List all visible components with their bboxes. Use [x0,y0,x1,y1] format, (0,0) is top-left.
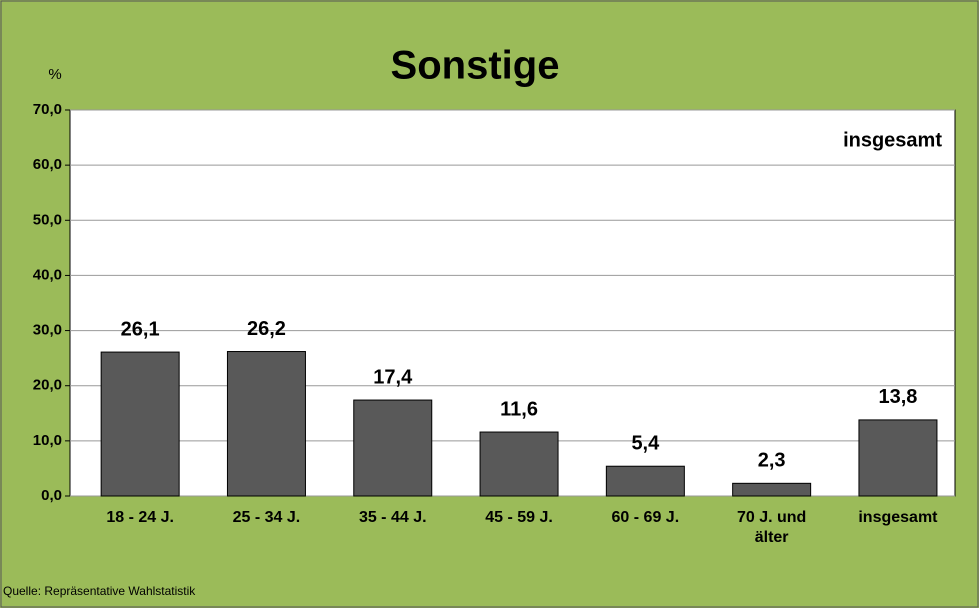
value-label: 5,4 [631,433,660,455]
x-tick-label: 25 - 34 J. [232,509,301,526]
value-label: 2,3 [758,450,786,472]
value-label: 26,2 [247,318,286,340]
x-tick-label: 35 - 44 J. [358,509,427,526]
annotation: insgesamt [843,129,942,151]
y-tick-label: 20,0 [33,377,62,394]
bar [226,351,306,497]
value-label: 11,6 [500,398,538,420]
chart-title: Sonstige [391,44,560,88]
bar [353,399,433,497]
y-tick-label: 30,0 [33,322,62,339]
y-tick-label: 50,0 [33,211,62,228]
x-tick-label: 60 - 69 J. [611,509,680,526]
value-label: 17,4 [373,366,413,388]
y-tick-label: 60,0 [33,156,62,173]
bar [732,482,812,497]
bar [858,419,938,497]
bar [605,465,685,497]
x-tick-label: 70 J. und älter [736,509,807,546]
y-tick-label: 0,0 [41,487,62,504]
y-tick-label: 40,0 [33,266,62,283]
y-tick-label: 10,0 [33,432,62,449]
source: Quelle: Repräsentative Wahlstatistik [3,584,196,598]
y-unit: % [48,66,61,83]
value-label: 13,8 [878,386,917,408]
x-tick-label: 18 - 24 J. [106,509,174,526]
bar [479,431,559,497]
x-tick-label: 45 - 59 J. [485,509,553,526]
y-tick-label: 70,0 [33,101,62,118]
bar [100,351,180,497]
x-tick-label: insgesamt [858,509,938,526]
value-label: 26,1 [121,318,160,340]
